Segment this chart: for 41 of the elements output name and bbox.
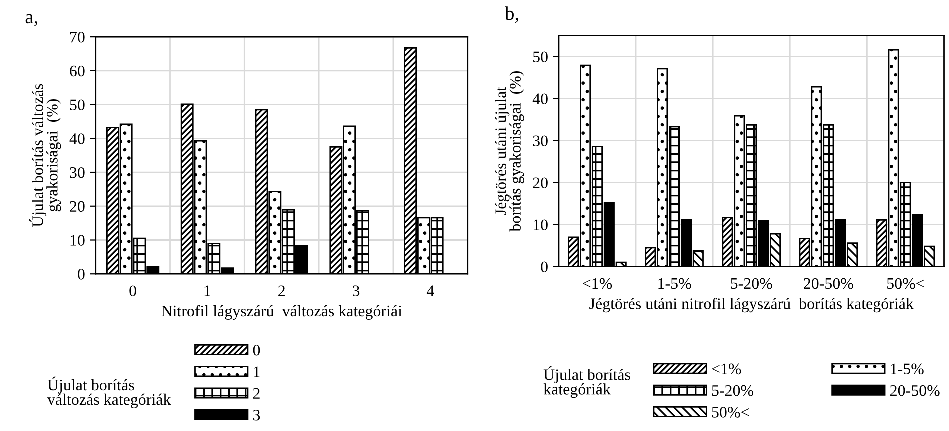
legend-label: 20-50%: [890, 385, 940, 396]
x-tick-label: 1: [204, 286, 210, 296]
legend-label: 2: [253, 388, 260, 399]
x-tick-label: 50%<: [888, 278, 924, 290]
y-tick-label: 50: [70, 100, 85, 110]
y-tick-label: 60: [70, 66, 85, 77]
y-tick-label: 70: [70, 32, 85, 43]
y-axis-title: Újulat borítás változás gyakoriságai (%): [30, 84, 62, 228]
legend-label: <1%: [712, 364, 742, 375]
legend-label: 0: [253, 344, 260, 356]
legend-label: 3: [254, 410, 260, 421]
y-tick-label: 0: [541, 262, 548, 272]
legend-label: 50%<: [712, 407, 749, 418]
chart-title: a,: [26, 14, 38, 26]
x-tick-label: 5-20%: [731, 278, 772, 290]
chart-title: b,: [505, 6, 518, 24]
x-tick-label: 4: [426, 286, 434, 296]
legend-label: 1-5%: [891, 364, 924, 375]
legend-title: Újulat borítás kategóriák: [544, 366, 630, 398]
x-tick-label: 1-5%: [658, 278, 692, 290]
x-tick-label: <1%: [583, 278, 612, 290]
y-tick-label: 40: [70, 134, 85, 144]
y-tick-label: 10: [534, 220, 548, 230]
y-tick-label: 0: [78, 269, 85, 280]
y-tick-label: 10: [70, 235, 85, 246]
legend-label: 5-20%: [712, 385, 754, 396]
x-axis-title: Nitrofil lágyszárú változás kategóriái: [162, 305, 402, 320]
x-axis-title: Jégtörés utáni nitrofil lágyszárú borítás kategóriák: [590, 298, 914, 313]
x-tick-label: 3: [353, 286, 360, 296]
legend-title: Újulat borítás változás kategóriák: [47, 376, 172, 408]
x-tick-label: 0: [130, 286, 136, 296]
y-axis-title: Jégtörés utáni újulat borítás gyakoriságai (%): [495, 71, 524, 232]
y-tick-label: 30: [533, 136, 548, 146]
legend-label: 1: [254, 366, 260, 378]
x-tick-label: 2: [278, 286, 285, 296]
y-tick-label: 30: [70, 167, 85, 178]
y-tick-label: 40: [532, 94, 548, 104]
y-tick-label: 20: [533, 178, 548, 188]
y-tick-label: 50: [534, 52, 548, 62]
x-tick-label: 20-50%: [804, 278, 854, 290]
y-tick-label: 20: [70, 201, 85, 212]
